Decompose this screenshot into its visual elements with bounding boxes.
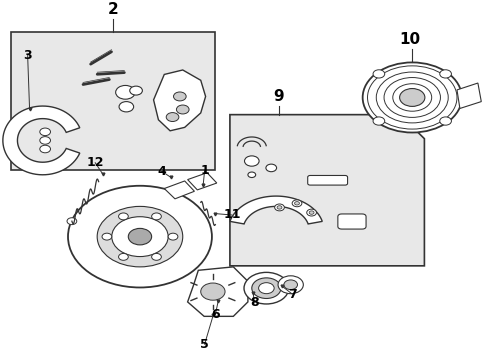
Text: 4: 4: [157, 165, 166, 178]
Polygon shape: [3, 106, 80, 175]
Circle shape: [284, 280, 297, 289]
Circle shape: [439, 117, 450, 125]
Text: 12: 12: [86, 156, 104, 169]
Polygon shape: [153, 70, 205, 131]
Circle shape: [306, 209, 316, 216]
Text: 10: 10: [398, 32, 420, 46]
Polygon shape: [229, 114, 424, 266]
FancyBboxPatch shape: [307, 175, 347, 185]
Circle shape: [251, 278, 281, 298]
Text: 3: 3: [23, 49, 32, 62]
Text: 1: 1: [200, 164, 208, 177]
Circle shape: [168, 233, 178, 240]
Circle shape: [265, 164, 276, 172]
Circle shape: [372, 117, 384, 125]
Circle shape: [112, 217, 168, 257]
Text: 9: 9: [273, 89, 283, 104]
Polygon shape: [164, 181, 194, 199]
Circle shape: [278, 276, 303, 294]
Circle shape: [274, 204, 284, 211]
Text: 7: 7: [287, 288, 296, 301]
Circle shape: [102, 233, 112, 240]
Circle shape: [308, 211, 313, 214]
Circle shape: [277, 206, 282, 209]
FancyBboxPatch shape: [337, 214, 366, 229]
Bar: [11, 32, 215, 170]
Circle shape: [176, 105, 189, 114]
Circle shape: [201, 283, 224, 300]
Circle shape: [40, 137, 50, 144]
Circle shape: [244, 273, 288, 304]
Polygon shape: [187, 173, 216, 190]
Circle shape: [116, 85, 135, 99]
Circle shape: [118, 213, 128, 220]
Text: 11: 11: [223, 208, 240, 221]
Circle shape: [294, 202, 299, 205]
Polygon shape: [456, 83, 480, 108]
Text: 6: 6: [211, 308, 219, 321]
Circle shape: [119, 102, 133, 112]
Circle shape: [291, 200, 301, 207]
Text: 2: 2: [108, 2, 119, 17]
Circle shape: [439, 70, 450, 78]
Circle shape: [247, 172, 255, 177]
Circle shape: [173, 92, 186, 101]
Circle shape: [129, 86, 142, 95]
Text: 5: 5: [200, 338, 208, 351]
Circle shape: [258, 283, 274, 294]
Polygon shape: [187, 267, 247, 316]
Circle shape: [399, 89, 424, 107]
Circle shape: [128, 228, 151, 245]
Circle shape: [151, 253, 161, 260]
Circle shape: [244, 156, 259, 166]
Circle shape: [362, 62, 461, 132]
Circle shape: [40, 145, 50, 153]
Circle shape: [118, 253, 128, 260]
Circle shape: [67, 218, 77, 225]
Polygon shape: [229, 196, 322, 224]
Circle shape: [151, 213, 161, 220]
Circle shape: [166, 113, 179, 122]
Circle shape: [97, 206, 183, 267]
Circle shape: [40, 128, 50, 136]
Text: 8: 8: [249, 296, 258, 310]
Circle shape: [372, 70, 384, 78]
Circle shape: [68, 186, 211, 288]
